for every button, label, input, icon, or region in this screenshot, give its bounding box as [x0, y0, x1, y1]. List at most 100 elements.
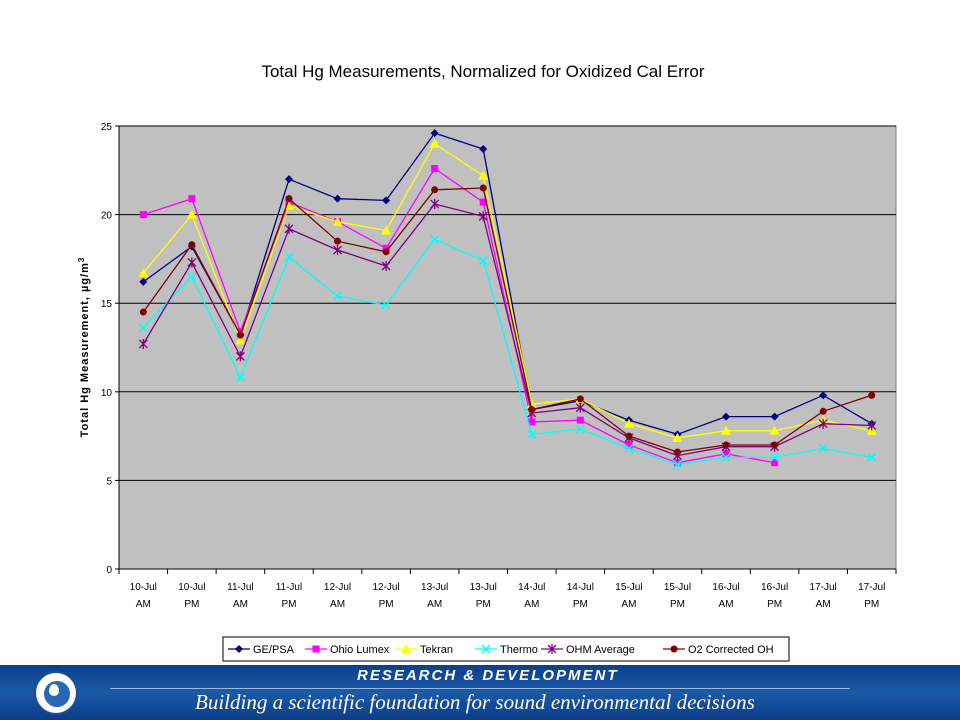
x-tick-label-period: AM [621, 599, 636, 610]
data-point [672, 459, 682, 469]
legend-label: Thermo [500, 644, 538, 656]
legend-label: Tekran [420, 644, 453, 656]
data-point [867, 452, 877, 462]
data-point [623, 418, 634, 428]
legend-marker [547, 644, 557, 654]
data-point [381, 225, 392, 235]
legend-label: OHM Average [566, 644, 635, 656]
data-point [334, 237, 342, 245]
x-tick-label-date: 14-Jul [518, 582, 545, 593]
data-point [235, 373, 245, 383]
data-point [673, 448, 681, 456]
y-tick-label: 5 [106, 476, 112, 487]
legend-marker [401, 644, 411, 653]
data-point [333, 291, 343, 301]
data-point [818, 443, 828, 454]
data-point [431, 186, 439, 194]
data-point [139, 277, 148, 286]
data-point [138, 268, 149, 278]
x-tick-label-date: 13-Jul [470, 582, 497, 593]
data-point [819, 391, 828, 400]
data-point [333, 245, 342, 256]
y-axis-label-superscript: 3 [77, 257, 86, 262]
data-point [625, 432, 633, 440]
series-4 [138, 198, 877, 461]
x-tick-label-date: 17-Jul [810, 582, 837, 593]
data-point [479, 198, 487, 206]
legend-entry: Thermo [475, 644, 538, 656]
data-point [528, 406, 536, 414]
series-line [142, 203, 872, 457]
legend-marker [481, 644, 491, 654]
data-point [187, 272, 197, 282]
legend-marker [235, 645, 243, 653]
data-point [576, 395, 584, 403]
x-tick-label-period: AM [136, 599, 151, 610]
series-line [142, 142, 872, 439]
data-point [285, 195, 293, 203]
y-tick-label: 15 [101, 299, 113, 310]
data-point [672, 432, 683, 442]
epa-seal-icon [34, 671, 78, 715]
x-tick-label-date: 11-Jul [276, 582, 303, 593]
data-point [479, 145, 488, 154]
x-tick-label-period: AM [719, 599, 734, 610]
legend-entry: Ohio Lumex [305, 644, 390, 656]
data-point [722, 450, 730, 458]
x-tick-label-period: AM [524, 599, 539, 610]
data-point [721, 425, 732, 435]
x-tick-label-date: 15-Jul [615, 582, 642, 593]
x-tick-label-period: PM [573, 599, 588, 610]
y-tick-label: 10 [101, 388, 113, 399]
data-point [818, 418, 828, 429]
data-point [236, 331, 244, 339]
x-tick-label-period: PM [184, 599, 199, 610]
x-tick-label-period: PM [379, 599, 394, 610]
legend-marker [670, 645, 678, 653]
line-chart: Total Hg Measurements, Normalized for Ox… [77, 62, 897, 662]
x-tick-label-date: 17-Jul [858, 582, 885, 593]
legend-label: O2 Corrected OH [688, 644, 774, 656]
data-point [381, 260, 391, 271]
x-tick-label-date: 14-Jul [567, 582, 594, 593]
data-point [333, 194, 342, 203]
y-axis-label-main: Total Hg Measurement, [79, 292, 91, 437]
data-point [771, 441, 779, 449]
data-point [139, 211, 147, 219]
data-point [528, 418, 536, 426]
data-point [673, 459, 681, 467]
x-tick-label-period: PM [670, 599, 685, 610]
data-point [188, 241, 196, 249]
data-point [624, 443, 634, 454]
data-point [138, 323, 148, 333]
x-tick-label-period: AM [330, 599, 345, 610]
data-point [236, 328, 244, 336]
x-tick-label-date: 16-Jul [712, 582, 739, 593]
data-point [479, 184, 487, 192]
data-point [430, 129, 439, 138]
x-tick-label-date: 13-Jul [421, 582, 448, 593]
series-line [142, 187, 872, 453]
series-line [142, 238, 872, 466]
data-point [284, 223, 294, 234]
data-point [625, 441, 633, 449]
data-point [722, 412, 731, 421]
data-point [382, 248, 390, 256]
data-point [235, 335, 246, 345]
series-3 [138, 234, 877, 469]
data-point [382, 244, 390, 252]
legend-entry: GE/PSA [228, 644, 295, 656]
legend-entry: Tekran [395, 644, 453, 656]
data-point [186, 209, 197, 219]
series-line [142, 132, 873, 435]
data-point [332, 216, 343, 226]
data-point [430, 234, 440, 244]
data-point [867, 420, 877, 431]
data-point [575, 424, 585, 434]
x-tick-label-date: 12-Jul [324, 582, 351, 593]
legend-marker [312, 645, 320, 653]
x-tick-label-date: 12-Jul [372, 582, 399, 593]
legend: GE/PSA Ohio Lumex Tekran Thermo OHM Average O… [222, 636, 790, 662]
data-point [478, 170, 489, 180]
series-line [143, 167, 775, 464]
